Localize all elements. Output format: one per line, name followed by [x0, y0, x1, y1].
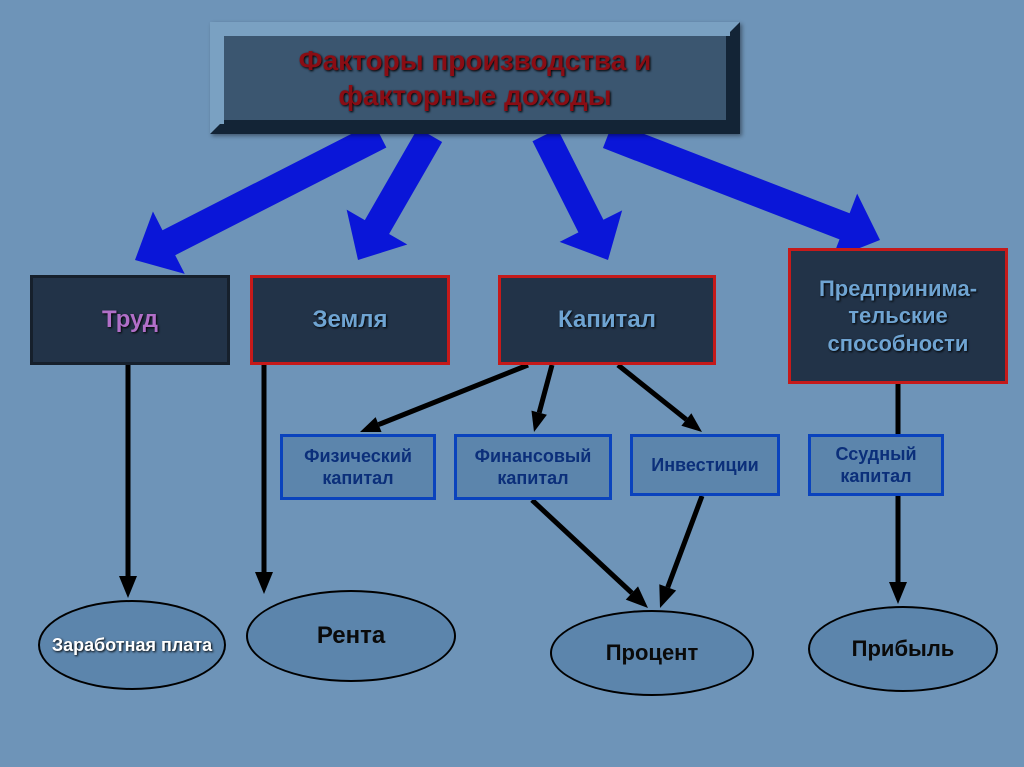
thin-arrow-head	[659, 584, 676, 608]
big-arrow	[347, 128, 442, 260]
subfactor-fincap: Финансовый капитал	[454, 434, 612, 500]
income-wage: Заработная плата	[38, 600, 226, 690]
income-rent: Рента	[246, 590, 456, 682]
income-profit: Прибыль	[808, 606, 998, 692]
income-percent: Процент	[550, 610, 754, 696]
subfactor-loancap: Ссудный капитал	[808, 434, 944, 496]
factor-entrep: Предпринима- тельские способности	[788, 248, 1008, 384]
subfactor-physcap: Физический капитал	[280, 434, 436, 500]
thin-arrow-head	[626, 586, 648, 608]
thin-arrow-head	[681, 413, 702, 432]
thin-arrow-line	[539, 365, 552, 413]
thin-arrow-head	[255, 572, 273, 594]
thin-arrow-line	[668, 496, 702, 587]
thin-arrow-line	[379, 365, 528, 425]
thin-arrow-line	[532, 500, 632, 593]
factor-land: Земля	[250, 275, 450, 365]
big-arrow	[532, 129, 622, 260]
thin-arrow-head	[531, 411, 546, 432]
factor-labor: Труд	[30, 275, 230, 365]
thin-arrow-line	[618, 365, 686, 420]
subfactor-invest: Инвестиции	[630, 434, 780, 496]
big-arrow	[603, 122, 880, 259]
thin-arrow-head	[119, 576, 137, 598]
factor-capital: Капитал	[498, 275, 716, 365]
thin-arrow-head	[889, 582, 907, 604]
thin-arrow-head	[360, 417, 382, 432]
title-box: Факторы производства и факторные доходы	[210, 22, 740, 134]
big-arrow	[135, 123, 386, 274]
